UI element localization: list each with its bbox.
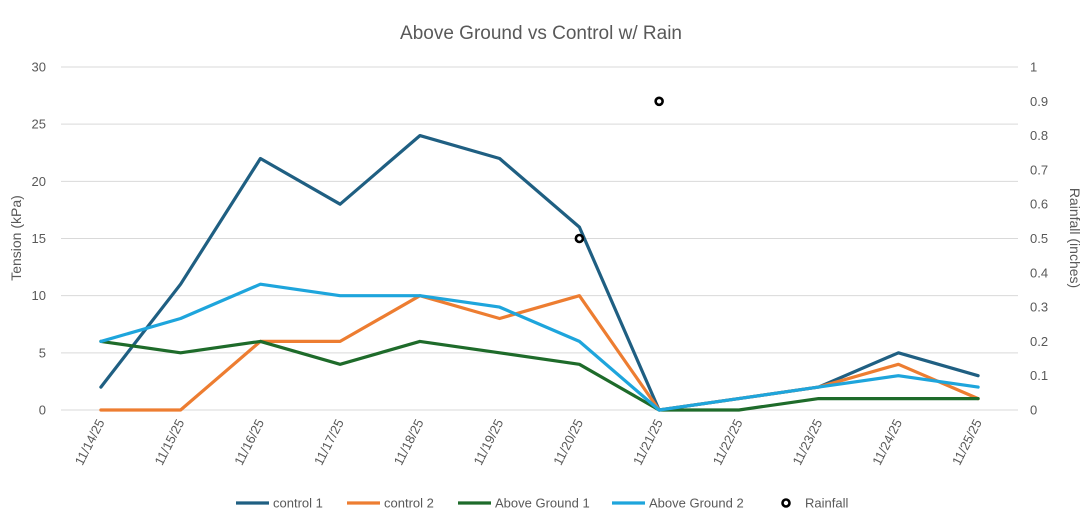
legend-label: control 1: [273, 496, 323, 511]
y-axis-right-ticks: 0 0.1 0.2 0.3 0.4 0.5 0.6 0.7 0.8 0.9 1: [1030, 60, 1048, 418]
y2-tick-label: 0.2: [1030, 334, 1048, 349]
y-tick-label: 30: [32, 60, 46, 75]
legend-swatch: [781, 498, 791, 508]
series-line-above-ground-2: [99, 282, 980, 412]
y2-tick-label: 0.1: [1030, 368, 1048, 383]
rainfall-point: [654, 96, 664, 107]
y-axis-right-title: Rainfall (inches): [1067, 188, 1083, 288]
x-tick-label: 11/16/25: [231, 417, 267, 468]
y-tick-label: 5: [39, 345, 46, 360]
x-axis-ticks: 11/14/25 11/15/25 11/16/25 11/17/25 11/18/25…: [72, 417, 985, 468]
chart-title: Above Ground vs Control w/ Rain: [400, 23, 682, 44]
y2-tick-label: 0.6: [1030, 197, 1048, 212]
y-tick-label: 10: [32, 288, 46, 303]
x-tick-label: 11/15/25: [151, 417, 187, 468]
y-tick-label: 0: [39, 403, 46, 418]
x-tick-label: 11/22/25: [710, 417, 746, 468]
series-lines: [99, 134, 980, 412]
rainfall-point: [574, 233, 585, 244]
legend-label: Above Ground 1: [495, 496, 590, 511]
y-axis-left-ticks: 0 5 10 15 20 25 30: [32, 60, 46, 418]
y-tick-label: 15: [32, 231, 46, 246]
x-tick-label: 11/18/25: [391, 417, 427, 468]
legend-label: Above Ground 2: [649, 496, 744, 511]
y2-tick-label: 0.7: [1030, 162, 1048, 177]
y2-tick-label: 1: [1030, 60, 1037, 75]
legend-label: control 2: [384, 496, 434, 511]
rainfall-points: [574, 96, 664, 244]
x-tick-label: 11/23/25: [789, 417, 825, 468]
y2-tick-label: 0.4: [1030, 265, 1048, 280]
x-tick-label: 11/25/25: [949, 417, 985, 468]
legend-label: Rainfall: [805, 496, 848, 511]
series-line-control-1: [99, 134, 980, 412]
x-tick-label: 11/21/25: [630, 417, 666, 468]
legend: control 1 control 2 Above Ground 1 Above Gr…: [236, 496, 848, 511]
y2-tick-label: 0.3: [1030, 300, 1048, 315]
y2-tick-label: 0.8: [1030, 128, 1048, 143]
series-line-control-2: [99, 294, 980, 412]
y2-tick-label: 0.5: [1030, 231, 1048, 246]
x-tick-label: 11/14/25: [72, 417, 108, 468]
y-axis-left-title: Tension (kPa): [8, 195, 24, 281]
x-tick-label: 11/19/25: [470, 417, 506, 468]
y-tick-label: 20: [32, 174, 46, 189]
x-tick-label: 11/20/25: [550, 417, 586, 468]
x-tick-label: 11/17/25: [311, 417, 347, 468]
gridlines: [61, 66, 1018, 411]
x-tick-label: 11/24/25: [869, 417, 905, 468]
series-line-above-ground-1: [99, 339, 980, 412]
y2-tick-label: 0.9: [1030, 94, 1048, 109]
y-tick-label: 25: [32, 117, 46, 132]
y2-tick-label: 0: [1030, 403, 1037, 418]
